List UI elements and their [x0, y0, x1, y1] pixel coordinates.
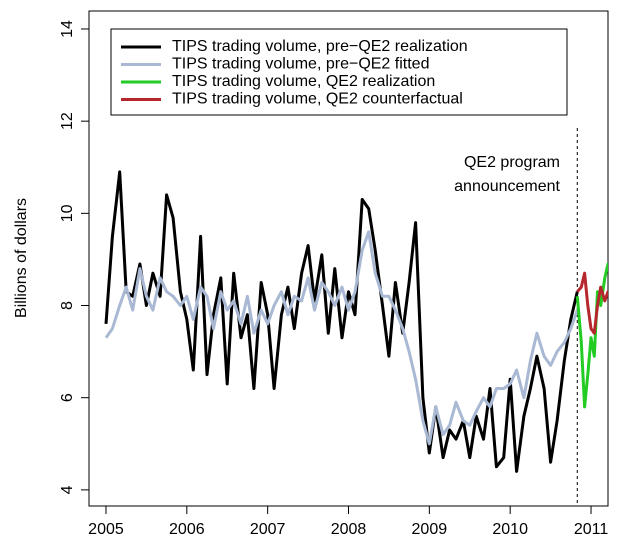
y-tick-label: 12	[59, 112, 76, 130]
y-tick-label: 10	[59, 204, 76, 222]
x-tick-label: 2009	[412, 521, 448, 538]
legend-label: TIPS trading volume, QE2 counterfactual	[172, 91, 463, 108]
plot-lines	[104, 170, 608, 473]
y-tick-label: 6	[59, 393, 76, 402]
x-tick-label: 2007	[250, 521, 286, 538]
y-axis-label: Billions of dollars	[13, 198, 30, 318]
series-line	[576, 271, 608, 335]
annotation-text: QE2 program	[464, 154, 560, 171]
y-tick-label: 14	[59, 20, 76, 38]
legend-label: TIPS trading volume, QE2 realization	[172, 73, 435, 90]
annotation-text: announcement	[454, 178, 560, 195]
series-line	[104, 170, 579, 473]
y-tick-label: 4	[59, 485, 76, 494]
legend-label: TIPS trading volume, pre−QE2 realization	[172, 38, 468, 55]
x-tick-label: 2008	[331, 521, 367, 538]
x-tick-label: 2010	[492, 521, 528, 538]
series-line	[104, 230, 579, 446]
x-tick-label: 2006	[169, 521, 205, 538]
y-tick-label: 8	[59, 301, 76, 310]
series-line	[575, 262, 608, 409]
legend-box	[110, 28, 568, 116]
x-tick-label: 2005	[88, 521, 124, 538]
legend-label: TIPS trading volume, pre−QE2 fitted	[172, 56, 429, 73]
x-tick-label: 2011	[574, 521, 609, 538]
